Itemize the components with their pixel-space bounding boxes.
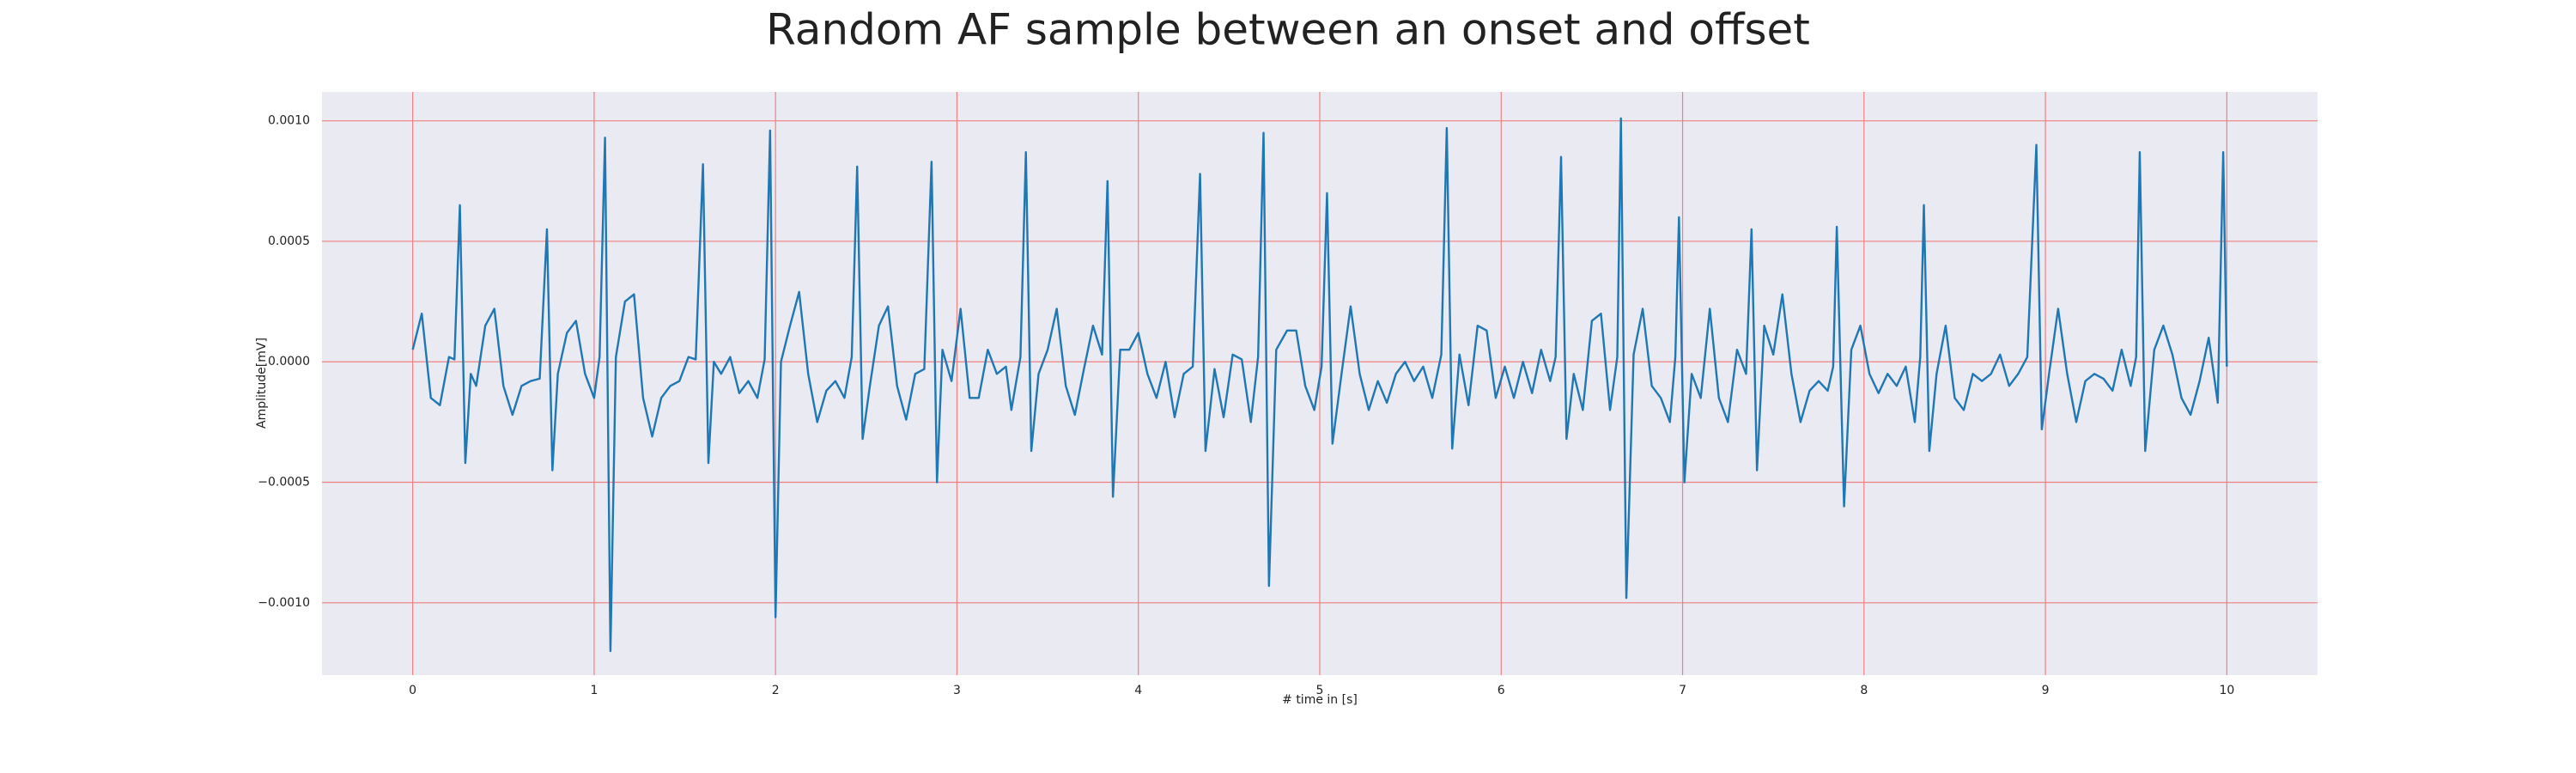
x-tick-label: 8 [1860, 684, 1868, 697]
signal-line [411, 117, 2228, 653]
x-tick-label: 9 [2042, 684, 2050, 697]
x-tick-label: 4 [1134, 684, 1142, 697]
y-tick-label: −0.0005 [258, 476, 310, 490]
y-tick-label: 0.0005 [268, 234, 310, 248]
x-tick-label: 5 [1316, 684, 1324, 697]
x-tick-label: 10 [2219, 684, 2234, 697]
y-tick-label: −0.0010 [258, 596, 310, 610]
plot [411, 117, 2228, 653]
x-tick-label: 0 [409, 684, 416, 697]
ticks: 0 1 2 3 4 5 6 7 8 9 10 0.0010 0.0005 0.0000 −0.0005 −0.… [258, 114, 2234, 697]
x-tick-label: 2 [772, 684, 780, 697]
x-tick-label: 3 [953, 684, 961, 697]
grid [322, 92, 2318, 675]
x-tick-label: 7 [1679, 684, 1686, 697]
y-axis-label: Amplitude[mV] [255, 338, 269, 429]
y-tick-label: 0.0000 [268, 355, 310, 368]
x-tick-label: 6 [1498, 684, 1505, 697]
y-tick-label: 0.0010 [268, 114, 310, 128]
x-tick-label: 1 [590, 684, 598, 697]
x-axis-label: # time in [s] [1282, 693, 1358, 707]
chart-title: Random AF sample between an onset and of… [766, 5, 1810, 55]
